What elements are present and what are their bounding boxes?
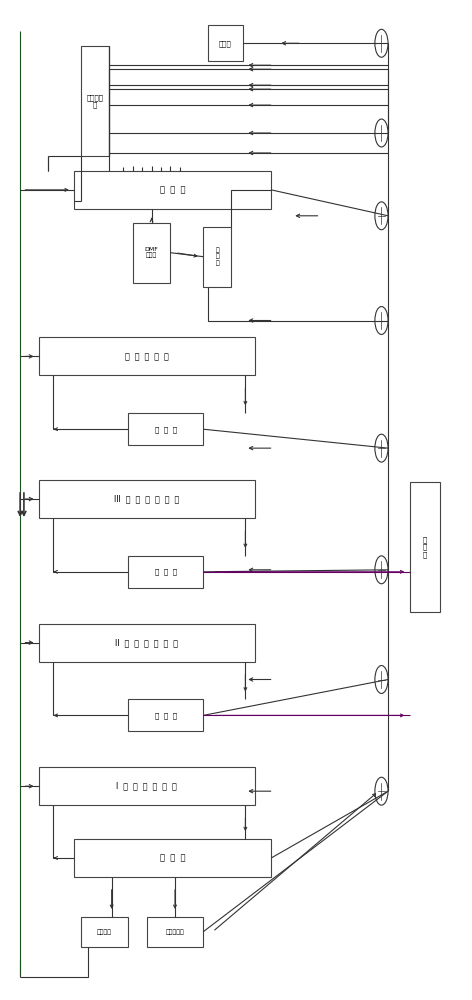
Text: 废水蒸馏: 废水蒸馏	[97, 929, 112, 935]
FancyBboxPatch shape	[39, 480, 255, 518]
FancyBboxPatch shape	[147, 917, 203, 947]
Text: 效  出  蒸  蒸  柱: 效 出 蒸 蒸 柱	[125, 352, 169, 361]
Text: DMF
气提柱: DMF 气提柱	[144, 247, 159, 258]
Text: 蒸  馏  罐: 蒸 馏 罐	[154, 712, 177, 719]
FancyBboxPatch shape	[128, 413, 203, 445]
FancyBboxPatch shape	[133, 223, 170, 283]
FancyBboxPatch shape	[81, 46, 110, 156]
FancyBboxPatch shape	[74, 171, 271, 209]
Text: 蒸水蒸馏柱: 蒸水蒸馏柱	[166, 929, 185, 935]
FancyBboxPatch shape	[39, 624, 255, 662]
FancyBboxPatch shape	[203, 227, 231, 287]
FancyBboxPatch shape	[208, 25, 243, 61]
Text: III  效  蒸  出  蒸  蒸  柱: III 效 蒸 出 蒸 蒸 柱	[114, 495, 179, 504]
FancyBboxPatch shape	[128, 699, 203, 731]
Text: 蒸  馏  柱: 蒸 馏 柱	[160, 185, 185, 194]
Text: II  效  蒸  出  蒸  蒸  柱: II 效 蒸 出 蒸 蒸 柱	[115, 638, 178, 647]
FancyBboxPatch shape	[74, 839, 271, 877]
FancyBboxPatch shape	[81, 917, 128, 947]
Text: I  效  蒸  出  蒸  蒸  柱: I 效 蒸 出 蒸 蒸 柱	[117, 782, 177, 791]
Text: 前馏份: 前馏份	[219, 40, 232, 47]
FancyBboxPatch shape	[39, 767, 255, 805]
Text: 蒸
馏
柱: 蒸 馏 柱	[423, 536, 427, 558]
Text: 蒸  馏  柱: 蒸 馏 柱	[160, 854, 185, 863]
Text: 大回流槽
液: 大回流槽 液	[87, 94, 104, 108]
FancyBboxPatch shape	[128, 556, 203, 588]
Text: 蒸
发
罐: 蒸 发 罐	[215, 247, 219, 266]
FancyBboxPatch shape	[410, 482, 440, 612]
Text: 蒸  馏  罐: 蒸 馏 罐	[154, 568, 177, 575]
Text: 蒸  馏  罐: 蒸 馏 罐	[154, 426, 177, 433]
FancyBboxPatch shape	[39, 337, 255, 375]
